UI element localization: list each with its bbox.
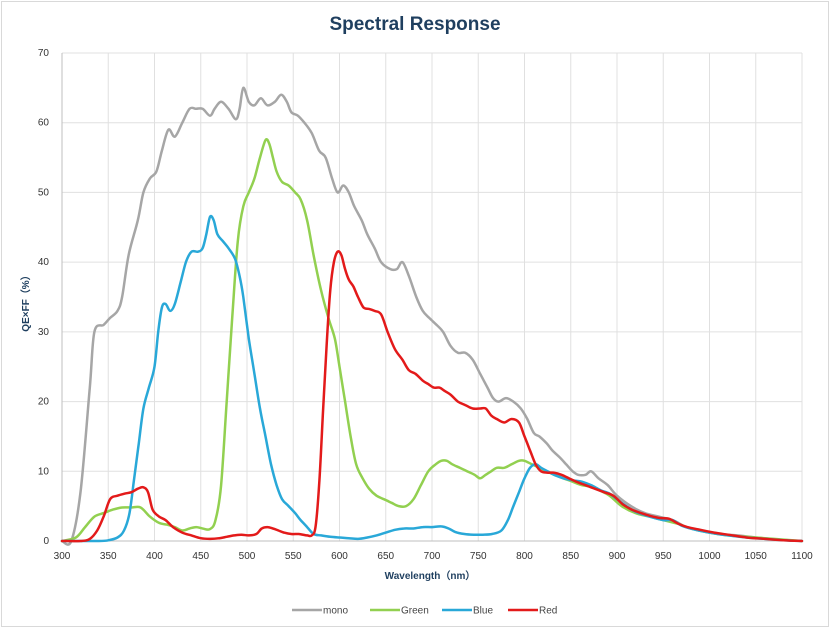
x-tick-label: 850 xyxy=(562,551,579,562)
x-tick-label: 650 xyxy=(377,551,394,562)
x-axis-label: Wavelength（nm） xyxy=(385,569,476,582)
y-axis-label: QE×FF（%） xyxy=(19,270,32,331)
axes-layer: 300 350 400 450 500 550 600 650 700 750 800 850 900 9… xyxy=(38,48,813,562)
y-tick-label: 0 xyxy=(43,536,49,547)
x-tick-label: 800 xyxy=(516,551,533,562)
series-line-green xyxy=(60,138,804,543)
x-tick-label: 1050 xyxy=(745,551,768,562)
y-tick-label: 30 xyxy=(38,327,50,338)
y-tick-label: 70 xyxy=(38,48,50,59)
x-tick-label: 300 xyxy=(54,551,71,562)
series-line-red xyxy=(60,250,804,543)
x-tick-label: 450 xyxy=(192,551,209,562)
chart-title: Spectral Response xyxy=(329,14,500,35)
legend-label-red: Red xyxy=(539,606,557,617)
x-tick-label: 750 xyxy=(470,551,487,562)
x-tick-label: 900 xyxy=(609,551,626,562)
x-tick-label: 550 xyxy=(285,551,302,562)
x-tick-label: 600 xyxy=(331,551,348,562)
y-tick-label: 60 xyxy=(38,118,50,129)
x-tick-label: 950 xyxy=(655,551,672,562)
y-tick-label: 20 xyxy=(38,397,50,408)
grid-layer xyxy=(62,52,803,541)
x-tick-label: 350 xyxy=(100,551,117,562)
x-tick-label: 400 xyxy=(146,551,163,562)
series-layer xyxy=(60,86,804,546)
x-tick-label: 1000 xyxy=(698,551,721,562)
legend-label-green: Green xyxy=(401,606,429,617)
y-tick-label: 40 xyxy=(38,257,50,268)
y-tick-label: 10 xyxy=(38,466,50,477)
legend: mono Green Blue Red xyxy=(292,606,557,617)
x-tick-label: 500 xyxy=(239,551,256,562)
x-tick-label: 1100 xyxy=(791,551,813,562)
series-line-mono xyxy=(60,86,804,546)
legend-label-mono: mono xyxy=(323,606,348,617)
legend-label-blue: Blue xyxy=(473,606,493,617)
x-tick-label: 700 xyxy=(424,551,441,562)
y-tick-label: 50 xyxy=(38,187,50,198)
